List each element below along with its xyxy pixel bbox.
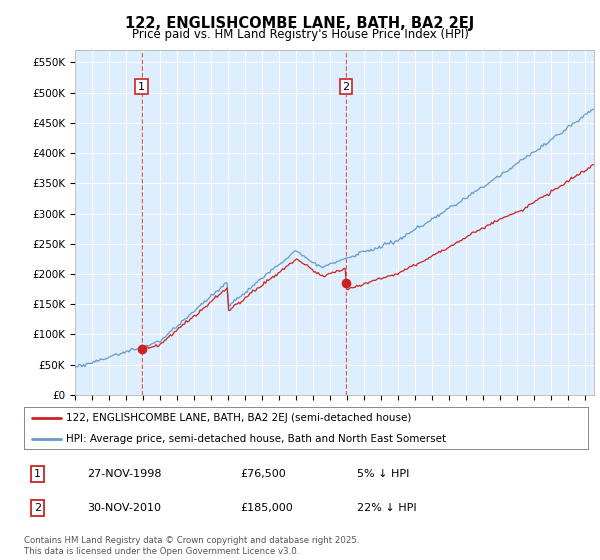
Text: 1: 1 [34,469,41,479]
Text: 2: 2 [34,503,41,513]
Text: 122, ENGLISHCOMBE LANE, BATH, BA2 2EJ (semi-detached house): 122, ENGLISHCOMBE LANE, BATH, BA2 2EJ (s… [66,413,412,423]
Text: 22% ↓ HPI: 22% ↓ HPI [357,503,416,513]
Text: 30-NOV-2010: 30-NOV-2010 [87,503,161,513]
Text: Contains HM Land Registry data © Crown copyright and database right 2025.
This d: Contains HM Land Registry data © Crown c… [24,536,359,556]
Text: HPI: Average price, semi-detached house, Bath and North East Somerset: HPI: Average price, semi-detached house,… [66,433,446,444]
Text: Price paid vs. HM Land Registry's House Price Index (HPI): Price paid vs. HM Land Registry's House … [131,28,469,41]
Text: 2: 2 [343,82,349,92]
Text: 1: 1 [138,82,145,92]
Text: 5% ↓ HPI: 5% ↓ HPI [357,469,409,479]
Text: £76,500: £76,500 [240,469,286,479]
Text: 122, ENGLISHCOMBE LANE, BATH, BA2 2EJ: 122, ENGLISHCOMBE LANE, BATH, BA2 2EJ [125,16,475,31]
Text: £185,000: £185,000 [240,503,293,513]
Text: 27-NOV-1998: 27-NOV-1998 [87,469,161,479]
